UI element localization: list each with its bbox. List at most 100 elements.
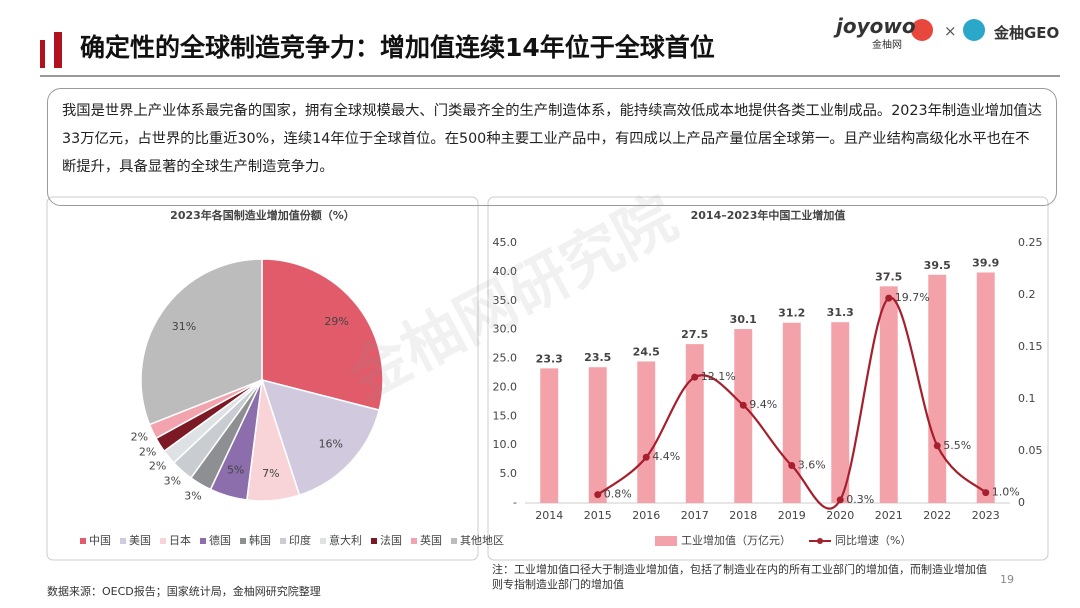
x-tick-label: 2017 [681, 509, 709, 522]
y-tick-label: 10.0 [493, 438, 518, 451]
page-number: 19 [1000, 573, 1014, 586]
line-point [594, 491, 602, 499]
logo-icon [911, 19, 933, 41]
legend-swatch [371, 538, 377, 544]
legend-label: 日本 [169, 533, 191, 547]
data-label: 23.5 [584, 351, 611, 364]
data-label: 2% [131, 431, 148, 444]
legend-swatch [200, 538, 206, 544]
intro-text: 我国是世界上产业体系最完备的国家，拥有全球规模最大、门类最齐全的生产制造体系，能… [47, 88, 1057, 206]
x-tick-label: 2019 [778, 509, 806, 522]
y2-tick-label: 0.15 [1018, 340, 1043, 353]
bar [879, 286, 898, 503]
legend-swatch [817, 538, 823, 544]
legend-label: 英国 [420, 533, 442, 547]
y2-tick-label: 0.05 [1018, 444, 1043, 457]
x-tick-label: 2018 [729, 509, 757, 522]
line-point [788, 462, 796, 470]
note: 注：工业增加值口径大于制造业增加值，包括了制造业在内的所有工业部门的增加值，而制… [492, 563, 987, 591]
panel [46, 196, 479, 561]
legend-label: 中国 [89, 534, 111, 547]
y-tick-label: 5.0 [500, 467, 518, 480]
logo-subtext: 金柚网 [872, 40, 902, 51]
data-label: 2% [139, 446, 156, 459]
pie-slice [140, 258, 263, 426]
legend-swatch [451, 538, 457, 544]
legend-label: 工业增加值（万亿元） [681, 533, 791, 547]
y2-tick-label: 0.1 [1018, 392, 1036, 405]
data-label: 24.5 [633, 345, 660, 358]
bar [540, 368, 559, 503]
data-label: 5% [227, 464, 244, 477]
line-point [982, 489, 990, 497]
data-label: 5.5% [943, 439, 971, 452]
legend-label: 同比增速（%） [835, 533, 911, 547]
bar [782, 322, 801, 503]
legend-label: 德国 [209, 533, 231, 547]
data-label: 31.2 [778, 307, 805, 320]
data-label: 12.1% [701, 370, 736, 383]
line-series [597, 296, 987, 510]
data-label: 19.7% [895, 291, 930, 304]
legend-swatch [320, 538, 326, 544]
data-label: 31.3 [827, 306, 854, 319]
title-accent [40, 40, 45, 68]
y2-tick-label: 0.2 [1018, 288, 1036, 301]
data-label: 1.0% [992, 486, 1020, 499]
x-tick-label: 2015 [584, 509, 612, 522]
logo-icon [963, 19, 985, 41]
line-point [933, 442, 941, 450]
legend-swatch [80, 538, 86, 544]
data-label: 7% [262, 467, 279, 480]
y-tick-label: 45.0 [493, 236, 518, 249]
data-label: 16% [319, 438, 343, 451]
legend-label: 印度 [289, 533, 311, 547]
panel [487, 196, 1049, 561]
data-label: 29% [324, 315, 348, 328]
line-point [739, 401, 747, 409]
x-tick-label: 2014 [535, 509, 563, 522]
chart-title: 2014–2023年中国工业增加值 [691, 208, 846, 222]
data-label: 4.4% [652, 450, 680, 463]
y-tick-label: 20.0 [493, 380, 518, 393]
data-label: 37.5 [875, 270, 902, 283]
logo-separator: × [944, 22, 957, 40]
legend-swatch [411, 538, 417, 544]
data-label: 23.3 [536, 352, 563, 365]
legend-swatch [280, 538, 286, 544]
legend-label: 美国 [129, 534, 151, 547]
data-label: 3% [164, 475, 181, 488]
data-label: 3.6% [798, 459, 826, 472]
bar [734, 329, 753, 503]
legend-swatch [160, 538, 166, 544]
slide-title: 确定性的全球制造竞争力：增加值连续14年位于全球首位 [80, 33, 715, 62]
pie-slice [260, 378, 381, 497]
y-tick-label: 35.0 [493, 294, 518, 307]
data-label: 31% [172, 320, 196, 333]
x-tick-label: 2021 [875, 509, 903, 522]
legend-label: 意大利 [329, 533, 362, 547]
line-point [885, 294, 893, 302]
data-label: 9.4% [749, 398, 777, 411]
legend-label: 法国 [380, 533, 402, 547]
x-tick-label: 2016 [632, 509, 660, 522]
data-label: 3% [184, 490, 201, 503]
y-tick-label: 15.0 [493, 409, 518, 422]
source: 数据来源：OECD报告；国家统计局，金柚网研究院整理 [47, 585, 321, 598]
bar [831, 322, 850, 503]
bar [685, 344, 704, 503]
legend-label: 其他地区 [460, 534, 504, 547]
y2-tick-label: 0 [1018, 496, 1025, 509]
data-label: 39.9 [972, 256, 999, 269]
legend-swatch [240, 538, 246, 544]
y-tick-label: - [513, 496, 517, 509]
line-point [642, 453, 650, 461]
data-label: 0.8% [604, 488, 632, 501]
data-label: 2% [149, 459, 166, 472]
y-tick-label: 30.0 [493, 323, 518, 336]
y-tick-label: 25.0 [493, 352, 518, 365]
legend-label: 韩国 [249, 533, 271, 547]
line-point [691, 373, 699, 381]
